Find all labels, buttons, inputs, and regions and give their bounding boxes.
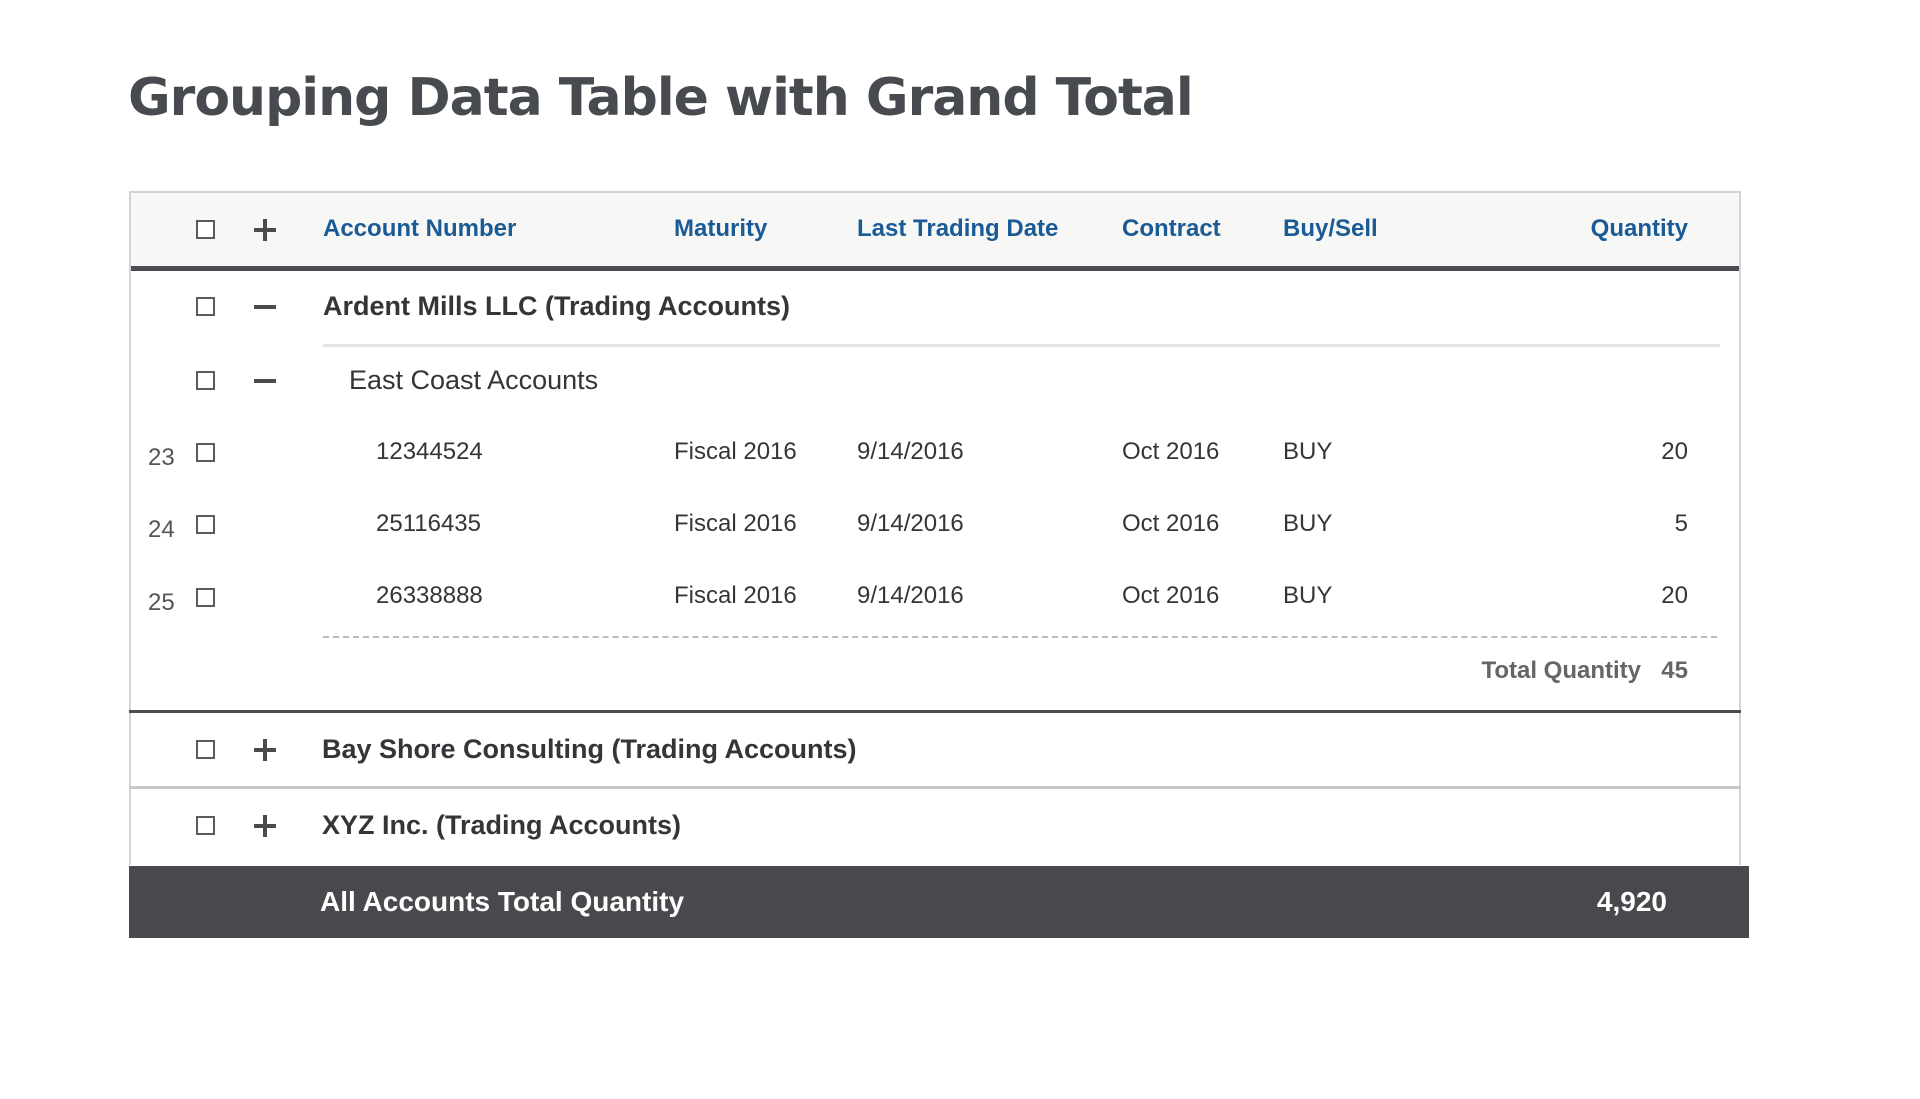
row-number: 24 [148,516,175,543]
grand-total-label: All Accounts Total Quantity [320,886,685,917]
subgroup-label-east-coast: East Coast Accounts [349,365,599,395]
column-header-account-number[interactable]: Account Number [323,215,517,242]
row-checkbox[interactable] [196,588,215,607]
expand-plus-icon[interactable] [253,738,277,762]
cell-contract: Oct 2016 [1122,438,1220,465]
grand-total-value: 4,920 [1596,886,1667,917]
cell-account-number: 26338888 [376,582,483,609]
select-all-checkbox[interactable] [196,220,215,239]
collapse-minus-icon[interactable] [253,295,277,319]
page-title: Grouping Data Table with Grand Total [128,68,1194,128]
group-checkbox-xyz[interactable] [196,816,215,835]
group-label-xyz: XYZ Inc. (Trading Accounts) [322,810,682,840]
group-separator [129,786,1741,789]
cell-account-number: 25116435 [376,510,481,537]
row-checkbox[interactable] [196,443,215,462]
table-header: Account Number Maturity Last Trading Dat… [131,193,1739,271]
cell-buy-sell: BUY [1283,438,1333,465]
cell-contract: Oct 2016 [1122,582,1220,609]
cell-last-trading-date: 9/14/2016 [857,510,964,537]
cell-last-trading-date: 9/14/2016 [857,582,964,609]
collapse-minus-icon[interactable] [253,369,277,393]
row-number: 25 [148,589,175,616]
column-header-last-trading-date[interactable]: Last Trading Date [857,215,1059,242]
cell-contract: Oct 2016 [1122,510,1220,537]
group-label-ardent-mills: Ardent Mills LLC (Trading Accounts) [323,291,791,321]
column-header-quantity[interactable]: Quantity [1590,215,1688,242]
grand-total-bar: All Accounts Total Quantity 4,920 [129,866,1749,938]
group-separator [129,710,1741,713]
cell-maturity: Fiscal 2016 [674,510,797,537]
column-header-contract[interactable]: Contract [1122,215,1221,242]
grouping-data-table: Account Number Maturity Last Trading Dat… [129,191,1741,865]
cell-quantity: 5 [1674,510,1688,537]
subtotal-label: Total Quantity [1481,657,1641,684]
cell-account-number: 12344524 [376,438,483,465]
group-label-bay-shore: Bay Shore Consulting (Trading Accounts) [322,734,857,764]
expand-all-plus-icon[interactable] [253,218,277,242]
column-header-maturity[interactable]: Maturity [674,215,768,242]
subtotal-value: 45 [1661,657,1688,684]
cell-quantity: 20 [1661,438,1688,465]
group-checkbox-bay-shore[interactable] [196,740,215,759]
subtotal-divider [323,636,1717,638]
column-header-buy-sell[interactable]: Buy/Sell [1283,215,1378,242]
cell-last-trading-date: 9/14/2016 [857,438,964,465]
cell-quantity: 20 [1661,582,1688,609]
expand-plus-icon[interactable] [253,814,277,838]
group-checkbox-ardent-mills[interactable] [196,297,215,316]
group-divider [323,344,1720,347]
subgroup-checkbox-east-coast[interactable] [196,371,215,390]
cell-buy-sell: BUY [1283,510,1333,537]
cell-buy-sell: BUY [1283,582,1333,609]
cell-maturity: Fiscal 2016 [674,582,797,609]
row-number: 23 [148,444,175,471]
row-checkbox[interactable] [196,515,215,534]
cell-maturity: Fiscal 2016 [674,438,797,465]
